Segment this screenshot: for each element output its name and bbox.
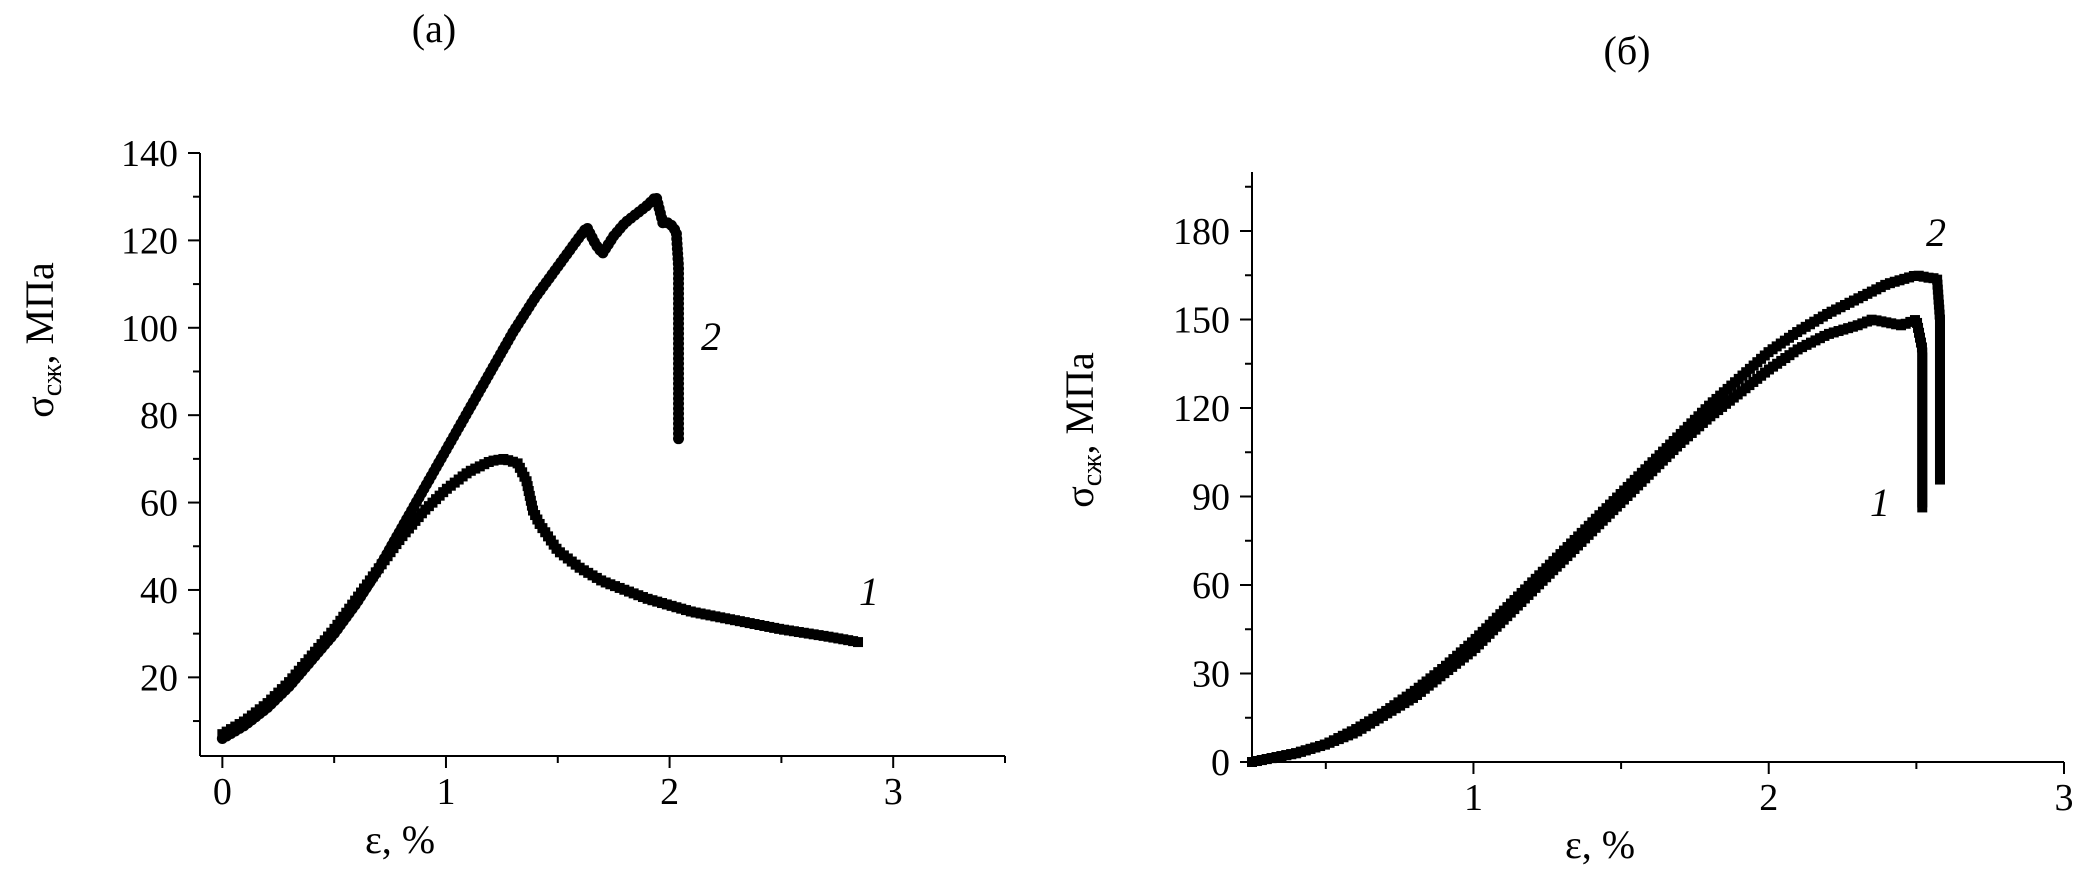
chart-b-x-tick-label: 2 bbox=[1759, 777, 1778, 819]
chart-b-y-tick-label: 30 bbox=[1192, 654, 1230, 696]
chart-a-series-2 bbox=[216, 193, 685, 745]
chart-b-curve-label-2: 2 bbox=[1926, 210, 1946, 255]
chart-a-x-tick-label: 3 bbox=[884, 771, 903, 813]
chart-a-y-tick-label: 20 bbox=[140, 657, 178, 699]
chart-a-y-tick-label: 40 bbox=[140, 570, 178, 612]
chart-a-x-tick-label: 0 bbox=[213, 771, 232, 813]
chart-a-series-2-point bbox=[673, 433, 685, 445]
chart-b-y-tick-label: 60 bbox=[1192, 565, 1230, 607]
chart-a-x-tick-label: 2 bbox=[660, 771, 679, 813]
chart-b-y-tick-label: 90 bbox=[1192, 477, 1230, 519]
chart-a-y-tick-label: 100 bbox=[121, 308, 178, 350]
chart-a-title: (a) bbox=[412, 6, 456, 51]
chart-b-series-1-point bbox=[1917, 502, 1928, 513]
chart-b-series-2 bbox=[1247, 270, 1945, 767]
chart-a-x-tick-label: 1 bbox=[436, 771, 455, 813]
chart-a-curve-label-2: 2 bbox=[701, 314, 721, 359]
chart-a-y-tick-label: 120 bbox=[121, 220, 178, 262]
chart-a-series-1-point bbox=[853, 637, 864, 648]
chart-panel-a: (a) 0 1 2 3 20 40 60 80 100 120 140 ε, % σсж, МПа … bbox=[17, 6, 1006, 862]
chart-b-series-1 bbox=[1247, 314, 1928, 767]
chart-b-y-tick-label: 180 bbox=[1173, 211, 1230, 253]
chart-a-y-axis-label: σсж, МПа bbox=[17, 262, 68, 418]
chart-b-curve-label-1: 1 bbox=[1870, 480, 1890, 525]
chart-b-x-tick-label: 3 bbox=[2055, 777, 2074, 819]
chart-b-y-tick-label: 150 bbox=[1173, 300, 1230, 342]
chart-b-x-tick-label: 1 bbox=[1464, 777, 1483, 819]
chart-b-series-2-point bbox=[1934, 474, 1945, 485]
chart-a-curve-label-1: 1 bbox=[859, 569, 879, 614]
chart-b-x-axis-label: ε, % bbox=[1565, 822, 1635, 867]
chart-b-title: (б) bbox=[1604, 28, 1651, 73]
chart-a-y-tick-label: 60 bbox=[140, 483, 178, 525]
chart-b-y-tick-label: 120 bbox=[1173, 388, 1230, 430]
chart-panel-b: (б) 1 2 3 0 30 60 90 120 150 180 ε, % σсж, МПа 2 … bbox=[1057, 0, 2074, 873]
chart-a-y-tick-label: 80 bbox=[140, 395, 178, 437]
chart-a-y-tick-label: 140 bbox=[121, 133, 178, 175]
chart-b-y-axis-label: σсж, МПа bbox=[1057, 352, 1108, 508]
chart-b-y-tick-label: 0 bbox=[1211, 742, 1230, 784]
chart-a-x-axis-label: ε, % bbox=[365, 817, 435, 862]
chart-a-series-1 bbox=[217, 453, 864, 740]
